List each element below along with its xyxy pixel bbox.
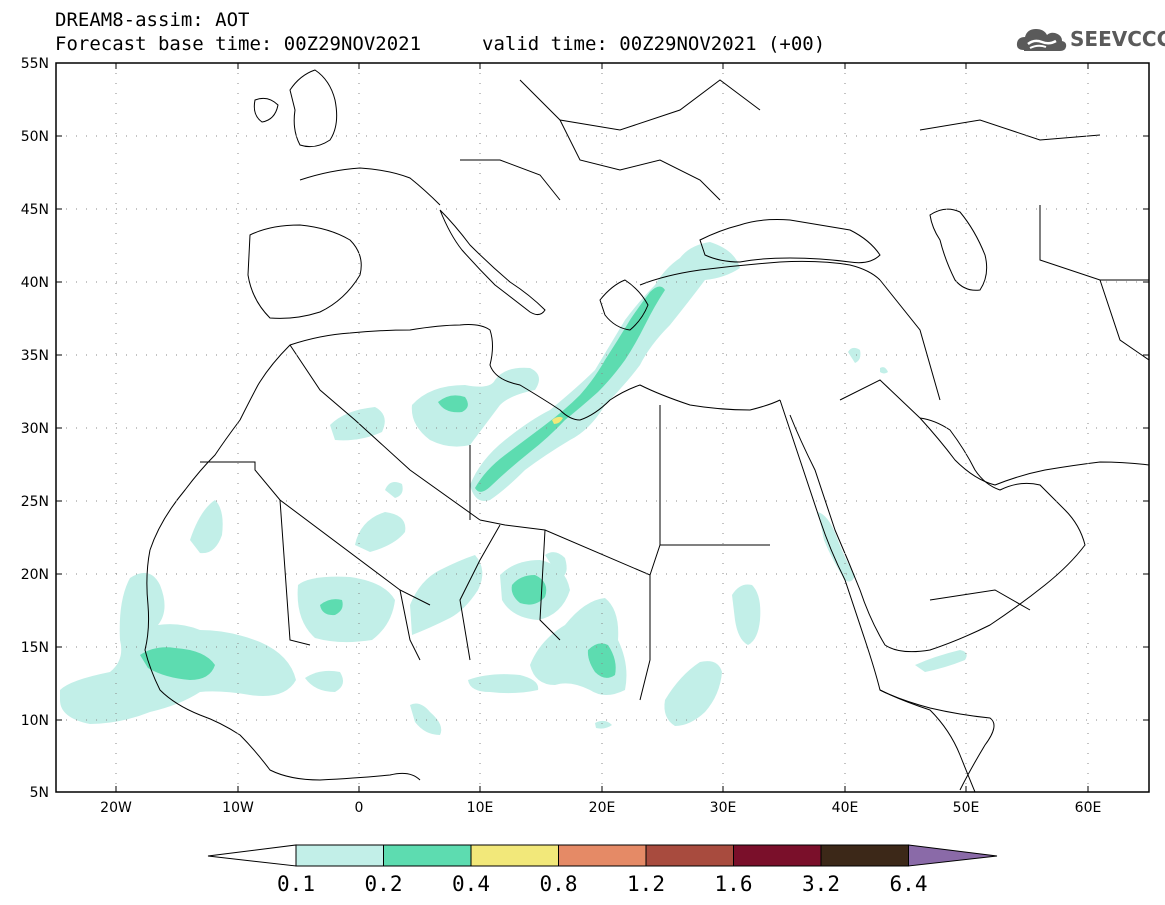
lon-label: 30E (710, 800, 737, 816)
lat-axis: 55N 50N 45N 40N 35N 30N 25N 20N 15N 10N … (21, 56, 1149, 801)
colorbar-low-arrow (207, 844, 297, 867)
aot-mid-plumes (140, 286, 665, 680)
logo-text: SEEVCCC (1070, 27, 1165, 51)
lon-label: 40E (832, 800, 859, 816)
chart-title: DREAM8-assim: AOT (55, 9, 250, 31)
colorbar-label: 6.4 (890, 872, 928, 896)
graticule (56, 63, 1149, 792)
lat-label: 15N (21, 640, 49, 656)
colorbar-label: 1.2 (627, 872, 665, 896)
aot-high-spot (552, 416, 563, 424)
lon-label: 10E (467, 800, 494, 816)
colorbar-high-arrow (908, 844, 998, 867)
colorbar-label: 0.1 (277, 872, 315, 896)
lat-label: 10N (21, 713, 49, 729)
colorbar-label: 3.2 (802, 872, 840, 896)
forecast-base-time: Forecast base time: 00Z29NOV2021 (55, 33, 422, 55)
colorbar-label: 0.8 (540, 872, 578, 896)
colorbar-swatch (470, 844, 559, 867)
lat-label: 50N (21, 129, 49, 145)
lat-label: 35N (21, 348, 49, 364)
lat-label: 55N (21, 56, 49, 72)
colorbar-label: 1.6 (715, 872, 753, 896)
aot-shading-layer (60, 242, 967, 735)
colorbar-swatch (383, 844, 472, 867)
lon-label: 20E (589, 800, 616, 816)
lon-label: 60E (1075, 800, 1102, 816)
colorbar-label: 0.4 (452, 872, 490, 896)
lon-axis: 20W 10W 0 10E 20E 30E 40E 50E 60E (100, 63, 1101, 816)
lon-label: 20W (100, 800, 132, 816)
lat-label: 40N (21, 275, 49, 291)
colorbar-swatch (558, 844, 647, 867)
colorbar-swatch (295, 844, 384, 867)
colorbar-swatch (645, 844, 734, 867)
seevccc-logo: SEEVCCC (1016, 22, 1165, 58)
coastlines-and-borders (144, 69, 1149, 792)
lat-label: 25N (21, 494, 49, 510)
colorbar-swatch (733, 844, 822, 867)
colorbar-swatch (820, 844, 909, 867)
cloud-icon (1016, 29, 1067, 51)
colorbar-label: 0.2 (365, 872, 403, 896)
lon-label: 0 (355, 800, 364, 816)
lat-label: 30N (21, 421, 49, 437)
lat-label: 45N (21, 202, 49, 218)
colorbar: 0.1 0.2 0.4 0.8 1.2 1.6 3.2 6.4 (207, 844, 998, 896)
valid-time: valid time: 00Z29NOV2021 (+00) (482, 33, 826, 55)
lat-label: 20N (21, 567, 49, 583)
lon-label: 50E (953, 800, 980, 816)
lat-label: 5N (30, 785, 49, 801)
lon-label: 10W (222, 800, 254, 816)
